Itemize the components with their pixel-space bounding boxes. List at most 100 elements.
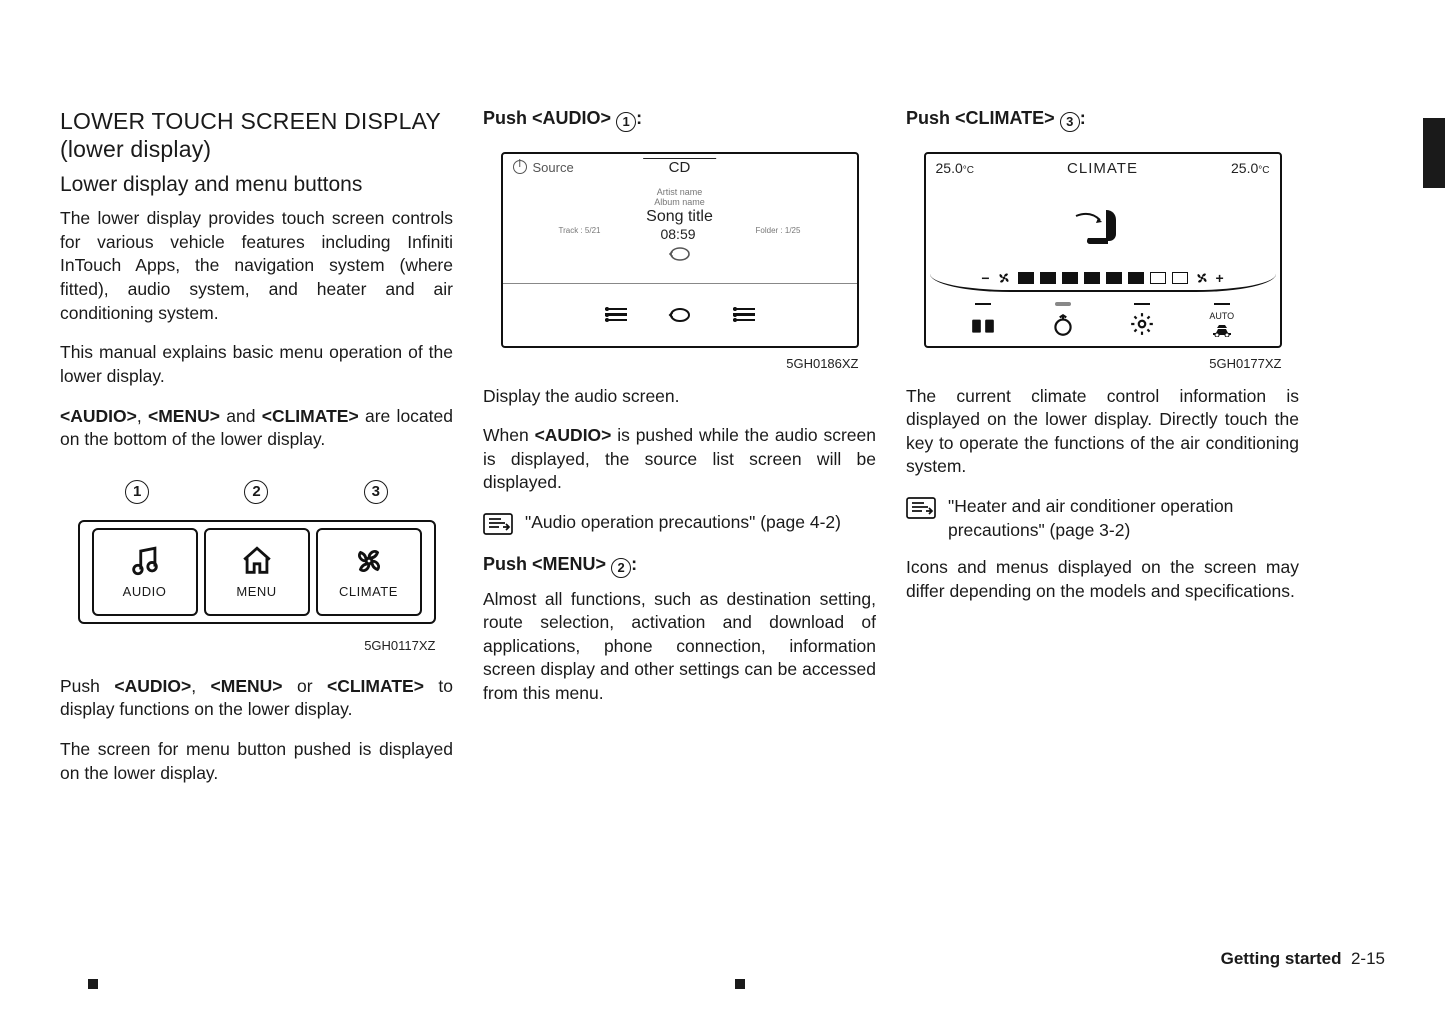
figure-caption: 5GH0117XZ bbox=[78, 638, 436, 653]
subsection-heading: Lower display and menu buttons bbox=[60, 173, 453, 197]
column-1: LOWER TOUCH SCREEN DISPLAY (lower displa… bbox=[60, 108, 453, 801]
fan-segment bbox=[1018, 272, 1034, 284]
reference-icon bbox=[906, 495, 936, 542]
figure-caption: 5GH0177XZ bbox=[924, 356, 1282, 371]
figure-caption: 5GH0186XZ bbox=[501, 356, 859, 371]
page-footer: Getting started 2-15 bbox=[1221, 949, 1385, 969]
text: : bbox=[631, 554, 637, 574]
text: or bbox=[283, 676, 328, 696]
fan-segment bbox=[1150, 272, 1166, 284]
source-label: Source bbox=[533, 160, 574, 175]
settings-icon bbox=[1129, 303, 1155, 337]
text: and bbox=[220, 406, 262, 426]
fan-icon bbox=[1194, 270, 1210, 286]
text: , bbox=[191, 676, 210, 696]
song-title: Song title bbox=[646, 208, 713, 226]
buttons-diagram: 1 2 3 AUDIO MENU CLIMATE bbox=[78, 480, 436, 624]
reference-icon bbox=[483, 511, 513, 540]
cross-reference: "Heater and air conditioner operation pr… bbox=[906, 495, 1299, 542]
section-tab bbox=[1423, 118, 1445, 188]
push-climate-heading: Push <CLIMATE> 3: bbox=[906, 108, 1299, 132]
album-name: Album name bbox=[654, 197, 705, 208]
text: : bbox=[1080, 108, 1086, 128]
section-name: Getting started bbox=[1221, 949, 1342, 968]
crop-mark bbox=[735, 979, 745, 989]
text: When bbox=[483, 425, 535, 445]
body-text: The screen for menu button pushed is dis… bbox=[60, 738, 453, 785]
body-text: The current climate control information … bbox=[906, 385, 1299, 480]
text: : bbox=[636, 108, 642, 128]
text: , bbox=[137, 406, 148, 426]
callout-2: 2 bbox=[244, 480, 268, 504]
cd-label: CD bbox=[643, 158, 717, 176]
text: Push bbox=[483, 108, 532, 128]
menu-button: MENU bbox=[204, 528, 310, 616]
climate-title: CLIMATE bbox=[1067, 160, 1138, 177]
elapsed-time: 08:59 bbox=[660, 226, 695, 242]
key-label: <MENU> bbox=[532, 554, 606, 574]
key-label: <AUDIO> bbox=[60, 406, 137, 426]
plus-label: + bbox=[1216, 270, 1224, 286]
fan-segment bbox=[1172, 272, 1188, 284]
fan-segment bbox=[1062, 272, 1078, 284]
dual-mode-icon bbox=[970, 303, 996, 337]
music-note-icon bbox=[128, 544, 162, 578]
auto-mode-icon: AUTO bbox=[1209, 303, 1235, 337]
callout-1: 1 bbox=[616, 112, 636, 132]
fan-icon bbox=[352, 544, 386, 578]
audio-button: AUDIO bbox=[92, 528, 198, 616]
body-text: <AUDIO>, <MENU> and <CLIMATE> are locate… bbox=[60, 405, 453, 452]
fan-segment bbox=[1040, 272, 1056, 284]
body-text: Almost all functions, such as destinatio… bbox=[483, 588, 876, 706]
temp-right: 25.0°C bbox=[1231, 160, 1269, 176]
column-3: Push <CLIMATE> 3: 25.0°C CLIMATE 25.0°C bbox=[906, 108, 1299, 801]
reference-text: "Heater and air conditioner operation pr… bbox=[948, 495, 1299, 542]
fan-speed-bar: − + bbox=[930, 270, 1276, 292]
power-icon bbox=[513, 160, 527, 174]
fan-segment bbox=[1106, 272, 1122, 284]
column-2: Push <AUDIO> 1: Source CD Artist name Al… bbox=[483, 108, 876, 801]
page-number: 2-15 bbox=[1351, 949, 1385, 968]
push-menu-heading: Push <MENU> 2: bbox=[483, 554, 876, 578]
fan-segment bbox=[1084, 272, 1100, 284]
reference-text: "Audio operation precautions" (page 4-2) bbox=[525, 511, 841, 540]
repeat-icon bbox=[667, 246, 693, 262]
body-text: Icons and menus displayed on the screen … bbox=[906, 556, 1299, 603]
callout-3: 3 bbox=[364, 480, 388, 504]
list-icon bbox=[733, 308, 755, 322]
button-label: AUDIO bbox=[123, 584, 167, 599]
audio-screen-figure: Source CD Artist name Album name Song ti… bbox=[501, 152, 859, 348]
callout-1: 1 bbox=[125, 480, 149, 504]
repeat-icon bbox=[667, 307, 693, 323]
track-number: Track : 5/21 bbox=[559, 226, 601, 242]
temp-left: 25.0°C bbox=[936, 160, 974, 176]
list-icon bbox=[605, 308, 627, 322]
body-text: The lower display provides touch screen … bbox=[60, 207, 453, 325]
body-text: This manual explains basic menu operatio… bbox=[60, 341, 453, 388]
key-label: <MENU> bbox=[148, 406, 220, 426]
key-label: <CLIMATE> bbox=[327, 676, 424, 696]
recirculate-icon bbox=[1050, 302, 1076, 338]
fan-icon bbox=[996, 270, 1012, 286]
crop-mark bbox=[88, 979, 98, 989]
button-label: CLIMATE bbox=[339, 584, 398, 599]
key-label: <CLIMATE> bbox=[262, 406, 359, 426]
airflow-seat-icon bbox=[1068, 198, 1138, 248]
artist-name: Artist name bbox=[654, 187, 705, 198]
callout-2: 2 bbox=[611, 558, 631, 578]
climate-button: CLIMATE bbox=[316, 528, 422, 616]
body-text: Display the audio screen. bbox=[483, 385, 876, 409]
key-label: <MENU> bbox=[211, 676, 283, 696]
key-label: <AUDIO> bbox=[532, 108, 611, 128]
section-heading: LOWER TOUCH SCREEN DISPLAY (lower displa… bbox=[60, 108, 453, 163]
text: Push bbox=[483, 554, 532, 574]
auto-label: AUTO bbox=[1209, 311, 1234, 321]
body-text: When <AUDIO> is pushed while the audio s… bbox=[483, 424, 876, 495]
key-label: <AUDIO> bbox=[114, 676, 191, 696]
minus-label: − bbox=[981, 270, 989, 286]
folder-number: Folder : 1/25 bbox=[756, 226, 801, 242]
text: Push bbox=[906, 108, 955, 128]
text: Push bbox=[60, 676, 114, 696]
cross-reference: "Audio operation precautions" (page 4-2) bbox=[483, 511, 876, 540]
button-label: MENU bbox=[236, 584, 276, 599]
